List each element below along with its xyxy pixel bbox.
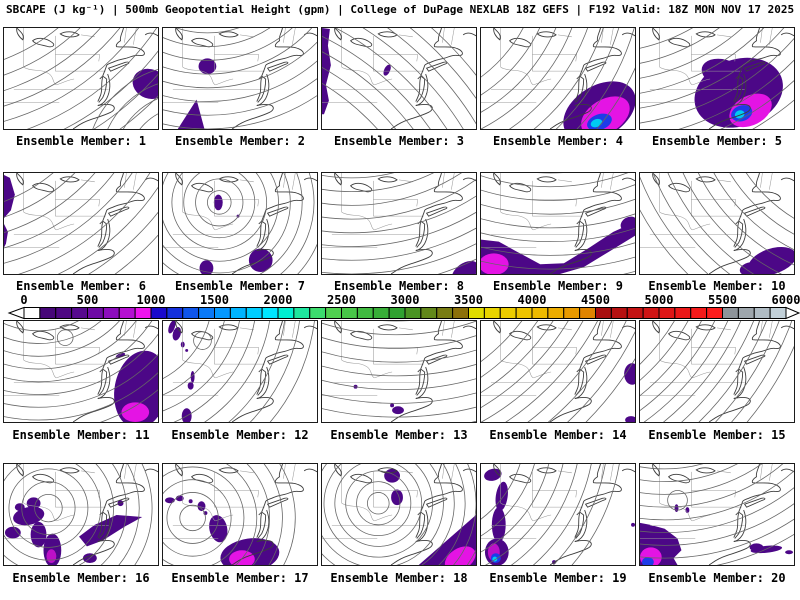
ensemble-member-label: Ensemble Member: 7 (174, 279, 306, 293)
colorbar-tick: 1000 (136, 293, 166, 307)
ensemble-panel-11 (3, 320, 159, 423)
colorbar-tick: 4000 (517, 293, 547, 307)
height-contours (163, 464, 296, 565)
cape-fill-areas (624, 363, 635, 422)
cape-fill-areas (739, 246, 794, 274)
colorbar-tick: 500 (76, 293, 99, 307)
ensemble-panel-3 (321, 27, 477, 130)
ensemble-panel-8 (321, 172, 477, 275)
height-contours (481, 173, 635, 274)
ensemble-panel-13 (321, 320, 477, 423)
cape-fill-areas (322, 28, 391, 115)
colorbar-svg (7, 306, 800, 320)
ensemble-panel-20 (639, 463, 795, 566)
height-contours (322, 173, 476, 274)
cape-fill-areas (694, 57, 783, 128)
cape-fill-areas (563, 81, 635, 129)
ensemble-panel-17 (162, 463, 318, 566)
ensemble-panel-14 (480, 320, 636, 423)
ensemble-panel-5 (639, 27, 795, 130)
ensemble-panel-1 (3, 27, 159, 130)
colorbar-end-arrow (785, 306, 800, 320)
height-contours (481, 321, 635, 422)
ensemble-member-label: Ensemble Member: 19 (489, 571, 627, 585)
ensemble-member-label: Ensemble Member: 8 (333, 279, 465, 293)
ensemble-member-label: Ensemble Member: 9 (492, 279, 624, 293)
colorbar-tick: 5000 (644, 293, 674, 307)
ensemble-member-label: Ensemble Member: 14 (489, 428, 627, 442)
ensemble-member-label: Ensemble Member: 18 (330, 571, 468, 585)
cape-fill-areas (451, 260, 476, 274)
ensemble-member-label: Ensemble Member: 5 (651, 134, 783, 148)
cape-fill-areas (168, 321, 195, 422)
height-contours (4, 321, 158, 422)
height-contours (640, 464, 794, 565)
height-contours (322, 321, 476, 422)
ensemble-member-label: Ensemble Member: 13 (330, 428, 468, 442)
product-title: SBCAPE (J kg⁻¹) | 500mb Geopotential Hei… (6, 3, 795, 16)
colorbar-tick: 3500 (454, 293, 483, 307)
colorbar-end-arrow (7, 306, 25, 320)
height-contours (4, 173, 158, 274)
cape-fill-areas (481, 216, 635, 274)
ensemble-panel-18 (321, 463, 477, 566)
ensemble-panel-7 (162, 172, 318, 275)
colorbar-tick: 2500 (327, 293, 356, 307)
colorbar-tick: 5500 (708, 293, 737, 307)
ensemble-panel-4 (480, 27, 636, 130)
height-contours (322, 28, 476, 129)
ensemble-member-label: Ensemble Member: 4 (492, 134, 624, 148)
cape-fill-areas (4, 174, 15, 248)
ensemble-member-label: Ensemble Member: 17 (171, 571, 309, 585)
basemap (163, 173, 317, 274)
ensemble-member-label: Ensemble Member: 16 (12, 571, 150, 585)
height-contours (640, 321, 794, 422)
ensemble-member-label: Ensemble Member: 11 (12, 428, 150, 442)
ensemble-member-label: Ensemble Member: 2 (174, 134, 306, 148)
cape-fill-areas (484, 468, 635, 565)
ensemble-member-label: Ensemble Member: 10 (648, 279, 786, 293)
ensemble-panel-10 (639, 172, 795, 275)
ensemble-member-label: Ensemble Member: 12 (171, 428, 309, 442)
height-contours (4, 464, 153, 565)
ensemble-panel-6 (3, 172, 159, 275)
cape-fill-areas (177, 58, 217, 129)
cape-fill-areas (114, 350, 158, 422)
ensemble-panel-12 (162, 320, 318, 423)
colorbar-tick: 0 (20, 293, 28, 307)
ensemble-member-label: Ensemble Member: 1 (15, 134, 147, 148)
height-contours (163, 28, 317, 129)
ensemble-member-label: Ensemble Member: 6 (15, 279, 147, 293)
colorbar-tick: 1500 (200, 293, 229, 307)
colorbar-tick: 4500 (581, 293, 610, 307)
ensemble-member-label: Ensemble Member: 20 (648, 571, 786, 585)
cape-fill-areas (199, 194, 273, 274)
colorbar-ticks: 0 500 1000 1500 2000 2500 3000 3500 4000 4500 5000… (0, 293, 800, 307)
ensemble-member-label: Ensemble Member: 3 (333, 134, 465, 148)
colorbar-tick: 6000 (771, 293, 800, 307)
ensemble-member-label: Ensemble Member: 15 (648, 428, 786, 442)
ensemble-panel-2 (162, 27, 318, 130)
height-contours (322, 464, 476, 565)
ensemble-panel-19 (480, 463, 636, 566)
ensemble-panel-16 (3, 463, 159, 566)
ensemble-panel-9 (480, 172, 636, 275)
ensemble-panel-15 (639, 320, 795, 423)
cape-fill-areas (353, 384, 404, 415)
colorbar-tick: 3000 (390, 293, 420, 307)
cape-fill-areas (640, 504, 794, 565)
basemap (322, 173, 476, 274)
height-contours (163, 321, 315, 422)
cape-fill-areas (384, 468, 476, 565)
height-contours (163, 173, 317, 274)
basemap (163, 321, 317, 422)
colorbar-tick: 2000 (263, 293, 293, 307)
